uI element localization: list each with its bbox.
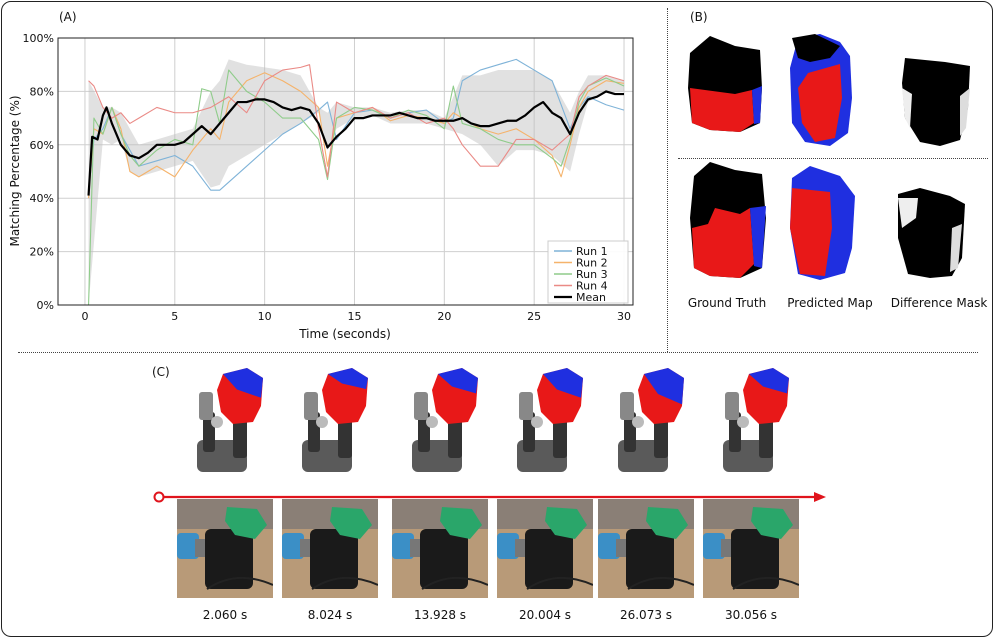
- panel-c-label: (C): [152, 365, 170, 379]
- gt-shape-top: [688, 36, 762, 132]
- panel-b-label: (B): [690, 10, 708, 24]
- gt-shape-bottom: [690, 162, 766, 278]
- series-line-run-1: [87, 58, 625, 193]
- panel-b-shapes: [688, 34, 970, 280]
- y-tick-label: 100%: [23, 32, 54, 45]
- y-tick-label: 20%: [30, 246, 54, 259]
- robot-render: [392, 362, 488, 480]
- robot-render: [497, 362, 593, 480]
- timeline-arrow: [153, 491, 826, 503]
- matching-percentage-chart: 0 5 10 15 20 25 30 0% 20% 40% 60% 80% 100% Time (sec…: [8, 32, 634, 341]
- gripper-photo: [598, 499, 694, 598]
- robot-render: [177, 362, 273, 480]
- legend-label: Run 4: [576, 280, 608, 293]
- pred-shape-bottom: [790, 166, 855, 280]
- series-line-run-3: [87, 69, 625, 306]
- y-tick-label: 0%: [37, 299, 54, 312]
- time-caption: 13.928 s: [413, 608, 467, 622]
- legend-label: Run 3: [576, 268, 608, 281]
- gripper-photo: [703, 499, 799, 598]
- panel-b-row-separator: [678, 158, 988, 159]
- y-tick-label: 40%: [30, 192, 54, 205]
- y-tick-label: 60%: [30, 139, 54, 152]
- x-tick-label: 15: [347, 310, 361, 323]
- x-tick-label: 20: [437, 310, 451, 323]
- gripper-photo: [177, 499, 273, 598]
- legend-label: Run 2: [576, 257, 608, 270]
- robot-render: [282, 362, 378, 480]
- series-lines: [87, 58, 625, 306]
- diff-shape-bottom: [898, 188, 965, 278]
- x-tick-label: 10: [258, 310, 272, 323]
- gripper-photo: [392, 499, 488, 598]
- ground-truth-caption: Ground Truth: [687, 296, 767, 310]
- vertical-separator: [667, 8, 668, 352]
- time-caption: 20.004 s: [518, 608, 572, 622]
- time-caption: 8.024 s: [307, 608, 353, 622]
- robot-render: [598, 362, 694, 480]
- axis-ticks: 0 5 10 15 20 25 30 0% 20% 40% 60% 80% 100%: [23, 32, 631, 323]
- robot-render: [703, 362, 799, 480]
- series-line-mean: [87, 90, 625, 196]
- x-tick-label: 30: [617, 310, 631, 323]
- gripper-photo: [282, 499, 378, 598]
- x-tick-label: 0: [81, 310, 88, 323]
- time-caption: 30.056 s: [724, 608, 778, 622]
- x-tick-label: 25: [527, 310, 541, 323]
- gripper-photo: [497, 499, 593, 598]
- difference-mask-caption: Difference Mask: [890, 296, 988, 310]
- time-caption: 26.073 s: [619, 608, 673, 622]
- pred-shape-top: [790, 34, 852, 146]
- x-axis-label: Time (seconds): [298, 327, 391, 341]
- x-tick-label: 5: [171, 310, 178, 323]
- diff-shape-top: [902, 58, 970, 146]
- predicted-map-caption: Predicted Map: [787, 296, 873, 310]
- y-axis-label: Matching Percentage (%): [8, 95, 22, 246]
- legend-label: Mean: [576, 291, 606, 304]
- panel-a-label: (A): [59, 10, 77, 24]
- series-line-run-4: [88, 64, 625, 178]
- legend-label: Run 1: [576, 245, 608, 258]
- horizontal-separator: [18, 352, 978, 353]
- std-band: [88, 59, 625, 305]
- plot-frame: [57, 37, 634, 306]
- time-caption: 2.060 s: [202, 608, 248, 622]
- y-tick-label: 80%: [30, 85, 54, 98]
